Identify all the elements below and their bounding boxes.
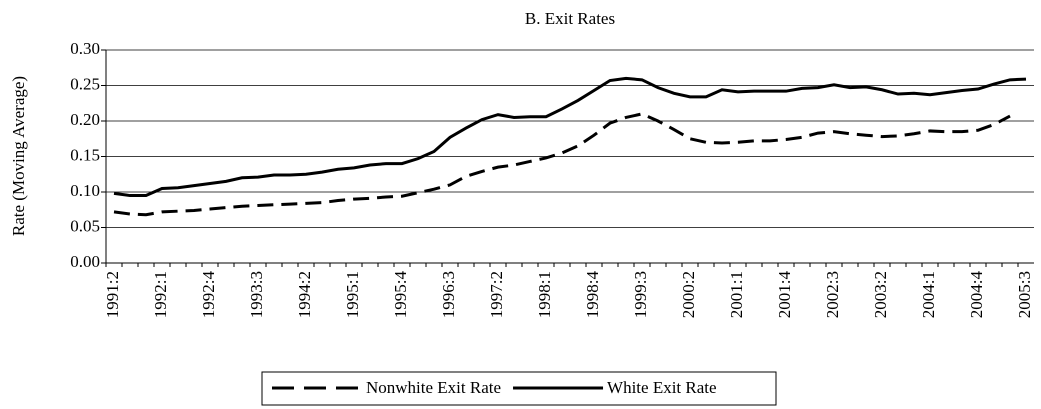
x-tick-label: 2001:4 — [775, 271, 794, 319]
line-series — [113, 76, 1027, 198]
x-tick-label: 1995:1 — [343, 271, 362, 318]
x-tick-label: 2005:3 — [1015, 271, 1034, 318]
x-tick-label: 1998:4 — [583, 271, 602, 319]
x-tick-label: 1998:1 — [535, 271, 554, 318]
legend: Nonwhite Exit Rate White Exit Rate — [261, 371, 777, 406]
y-tick-label: 0.20 — [70, 110, 100, 129]
x-tick-label: 1992:1 — [151, 271, 170, 318]
x-tick-label: 1992:4 — [199, 271, 218, 319]
chart-title: B. Exit Rates — [525, 9, 615, 28]
x-tick-label: 2000:2 — [679, 271, 698, 318]
y-tick-label: 0.15 — [70, 145, 100, 164]
legend-label: Nonwhite Exit Rate — [366, 378, 501, 397]
x-tick-label: 2002:3 — [823, 271, 842, 318]
y-axis-label: Rate (Moving Average) — [9, 76, 28, 236]
x-tick-label: 1997:2 — [487, 271, 506, 318]
x-tick-label: 2001:1 — [727, 271, 746, 318]
legend-box — [261, 371, 777, 406]
x-tick-label: 1993:3 — [247, 271, 266, 318]
x-tick-label: 2004:4 — [967, 271, 986, 319]
line-series — [113, 112, 1011, 217]
x-tick-label: 1995:4 — [391, 271, 410, 319]
y-tick-label: 0.10 — [70, 181, 100, 200]
legend-label: White Exit Rate — [607, 378, 717, 397]
y-tick-label: 0.30 — [70, 39, 100, 58]
x-tick-label: 1991:2 — [103, 271, 122, 318]
x-tick-label: 2003:2 — [871, 271, 890, 318]
y-tick-label: 0.00 — [70, 252, 100, 271]
x-tick-label: 1996:3 — [439, 271, 458, 318]
y-tick-label: 0.05 — [70, 216, 100, 235]
y-tick-label: 0.25 — [70, 74, 100, 93]
x-tick-label: 2004:1 — [919, 271, 938, 318]
x-tick-label: 1999:3 — [631, 271, 650, 318]
x-tick-label: 1994:2 — [295, 271, 314, 318]
